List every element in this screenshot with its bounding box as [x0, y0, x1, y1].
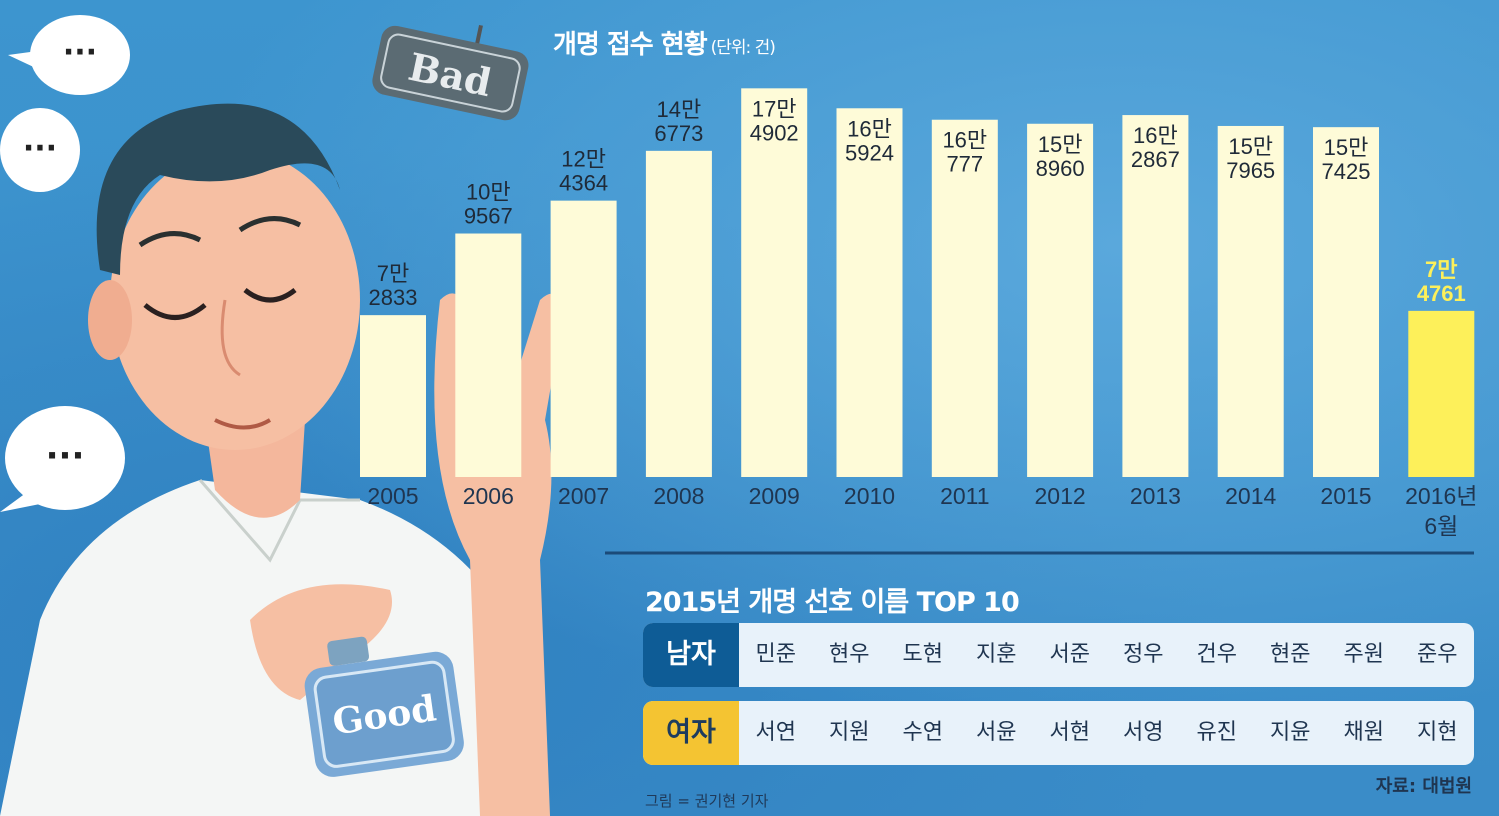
bar	[1027, 123, 1094, 477]
x-tick-label: 2010	[844, 483, 895, 509]
bar	[1408, 310, 1475, 477]
female-name: 서현	[1049, 720, 1090, 745]
top10-title: 2015년 개명 선호 이름 TOP 10	[645, 587, 1020, 618]
data-label: 15만	[1038, 132, 1083, 157]
female-name: 서연	[755, 720, 796, 745]
female-name: 유진	[1196, 720, 1237, 745]
x-tick-label: 2014	[1225, 483, 1276, 509]
female-name: 수연	[902, 720, 943, 745]
chart-unit: (단위: 건)	[710, 38, 776, 58]
data-label: 15만	[1228, 134, 1273, 159]
male-name: 정우	[1123, 642, 1164, 667]
male-name: 도현	[902, 642, 943, 667]
bad-sign: Bad	[372, 24, 529, 121]
x-tick-label: 6월	[1424, 513, 1458, 539]
illustration-credit: 그림 = 권기현 기자	[645, 792, 769, 810]
data-label: 5924	[845, 140, 894, 165]
female-label: 여자	[643, 701, 739, 765]
bar	[360, 315, 426, 477]
bar	[1313, 127, 1379, 478]
data-label: 14만	[657, 97, 702, 122]
speech-bubble-1: ···	[8, 15, 130, 95]
male-name: 현준	[1270, 642, 1311, 667]
speech-bubble-text-1: ···	[63, 35, 97, 70]
source-note: 자료: 대법원	[1375, 776, 1472, 797]
data-label: 16만	[847, 116, 892, 141]
data-label: 9567	[464, 204, 513, 229]
speech-bubble-text-2: ···	[23, 131, 57, 166]
data-label: 15만	[1324, 135, 1369, 160]
data-label: 12만	[561, 147, 606, 172]
male-name: 민준	[755, 642, 796, 667]
male-label: 남자	[643, 623, 739, 687]
data-label: 4761	[1417, 281, 1466, 306]
data-label: 7965	[1226, 158, 1275, 183]
data-label: 7만	[1425, 257, 1457, 282]
female-names-row: 여자 서연 지원 수연 서윤 서현 서영 유진 지윤 채원 지현	[643, 701, 1474, 765]
male-name: 건우	[1196, 642, 1237, 667]
male-name: 주원	[1343, 642, 1384, 667]
x-tick-label: 2013	[1130, 483, 1181, 509]
bar	[550, 200, 617, 477]
female-name: 지현	[1417, 720, 1458, 745]
bar	[455, 233, 522, 477]
data-label: 2867	[1131, 147, 1180, 172]
good-tag: Good	[304, 636, 464, 777]
data-label: 4902	[750, 120, 799, 145]
data-label: 6773	[654, 121, 703, 146]
female-name: 지윤	[1270, 720, 1311, 745]
x-tick-label: 2005	[367, 483, 418, 509]
data-label: 16만	[1133, 123, 1178, 148]
x-tick-label: 2012	[1035, 483, 1086, 509]
bar	[1122, 115, 1189, 477]
speech-bubble-text-3: ···	[46, 436, 85, 476]
data-label: 16만	[942, 128, 987, 153]
x-tick-label: 2009	[749, 483, 800, 509]
bar	[1217, 125, 1284, 477]
female-name: 지원	[829, 720, 870, 745]
data-label: 7425	[1322, 159, 1371, 184]
bar	[645, 150, 712, 478]
x-tick-label: 2015	[1320, 483, 1371, 509]
chart-title: 개명 접수 현황 (단위: 건)	[553, 24, 776, 61]
male-name: 서준	[1049, 642, 1090, 667]
male-names-list: 민준 현우 도현 지훈 서준 정우 건우 현준 주원 준우	[739, 623, 1474, 687]
female-name: 채원	[1343, 720, 1384, 745]
female-name: 서영	[1123, 720, 1164, 745]
speech-bubble-3: ···	[0, 406, 125, 512]
chart-title-text: 개명 접수 현황	[553, 30, 708, 60]
x-tick-label: 2007	[558, 483, 609, 509]
x-tick-label: 2011	[940, 483, 989, 509]
data-label: 4364	[559, 171, 608, 196]
data-label: 2833	[369, 285, 418, 310]
data-label: 17만	[752, 96, 797, 121]
male-name: 지훈	[976, 642, 1017, 667]
male-name: 준우	[1417, 642, 1458, 667]
x-tick-label: 2006	[463, 483, 514, 509]
x-tick-label: 2008	[653, 483, 704, 509]
x-tick-label: 2016년	[1405, 483, 1477, 509]
bar	[931, 119, 998, 478]
male-names-row: 남자 민준 현우 도현 지훈 서준 정우 건우 현준 주원 준우	[643, 623, 1474, 687]
bar	[741, 88, 808, 477]
female-names-list: 서연 지원 수연 서윤 서현 서영 유진 지윤 채원 지현	[739, 701, 1474, 765]
female-name: 서윤	[976, 720, 1017, 745]
holding-hand	[250, 584, 392, 700]
speech-bubble-2: ···	[0, 108, 80, 192]
data-label: 8960	[1036, 156, 1085, 181]
data-label: 7만	[377, 261, 409, 286]
data-label: 777	[946, 152, 983, 177]
male-name: 현우	[829, 642, 870, 667]
data-label: 10만	[466, 180, 511, 205]
bar	[836, 108, 903, 477]
